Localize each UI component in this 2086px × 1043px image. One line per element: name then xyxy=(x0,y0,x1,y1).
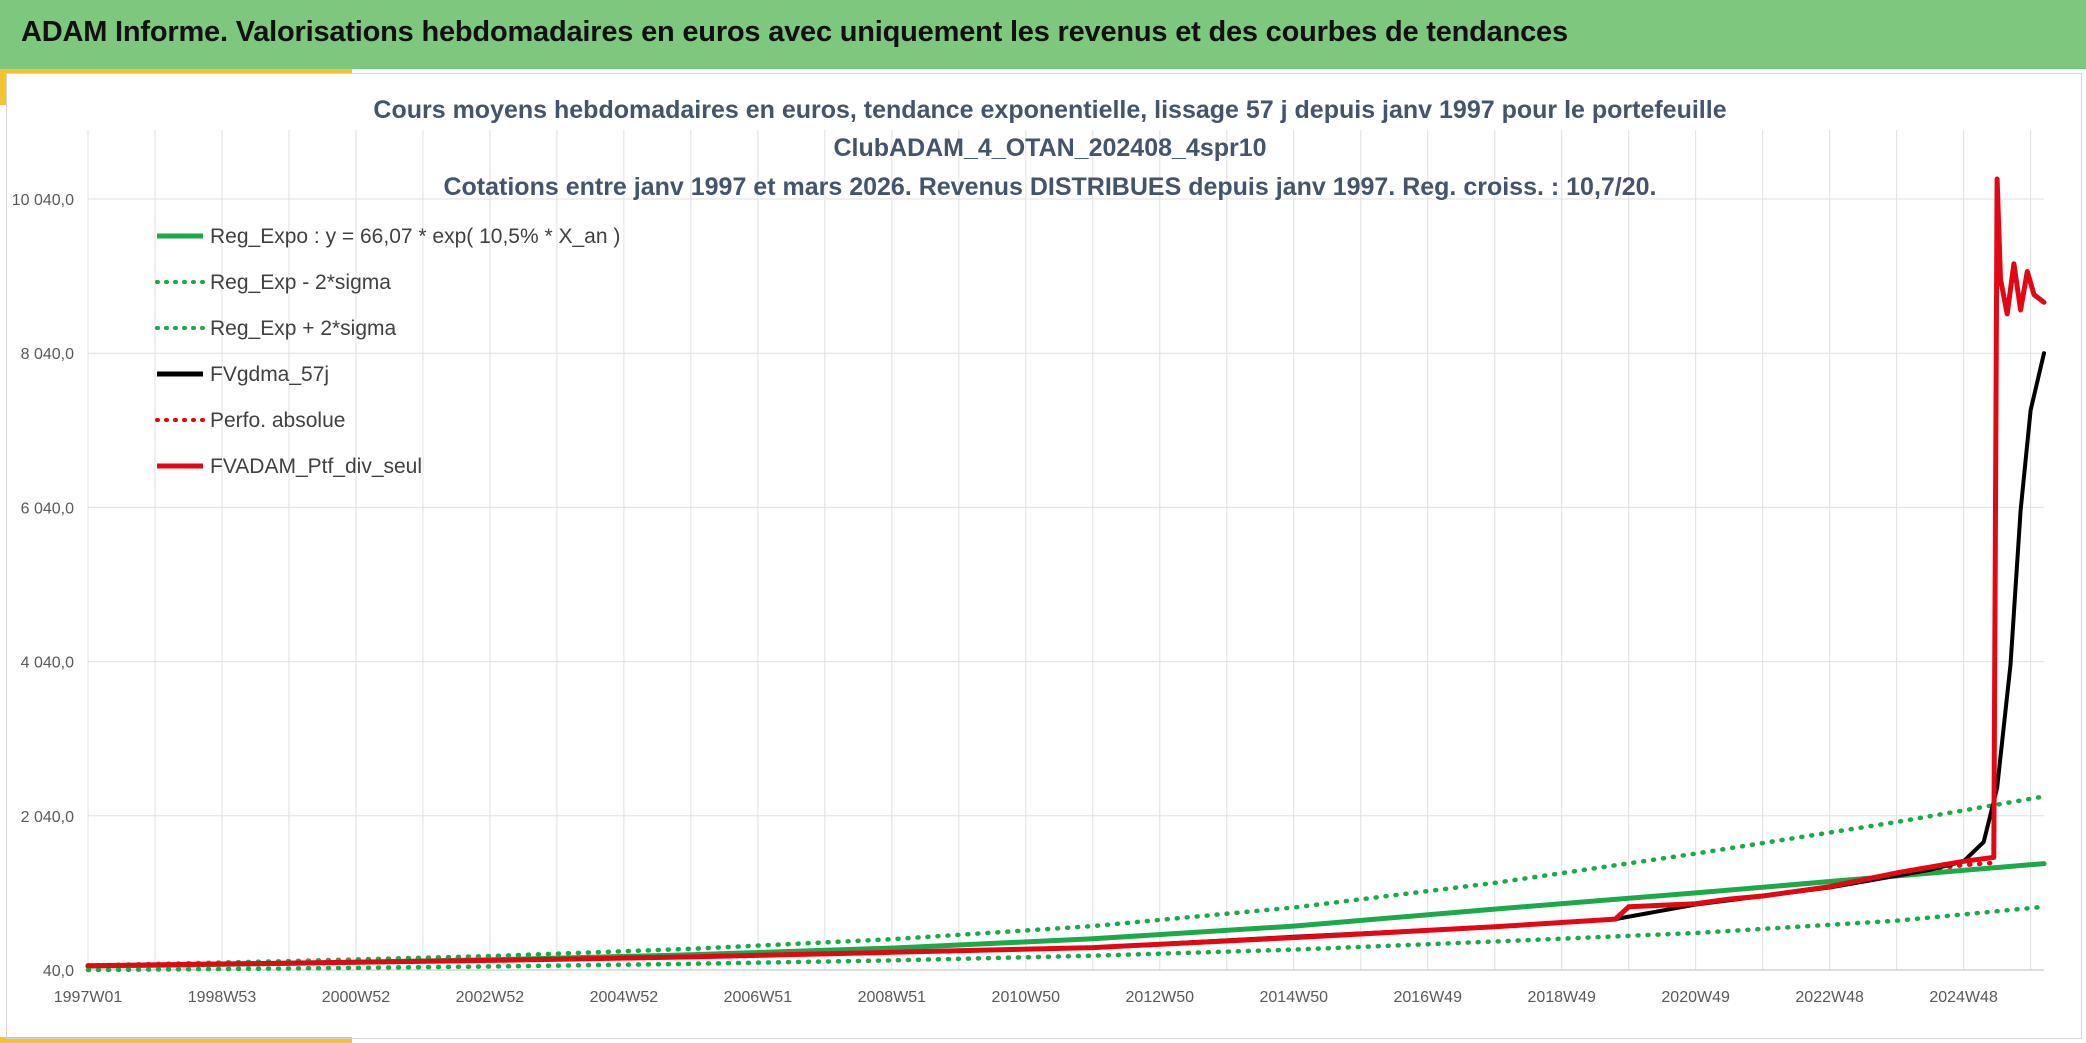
chart-title: Cours moyens hebdomadaires en euros, ten… xyxy=(373,96,1726,201)
x-tick-label: 2008W51 xyxy=(858,989,927,1006)
chart-grid xyxy=(87,130,2044,971)
x-tick-label: 2018W49 xyxy=(1527,989,1596,1006)
page-title: ADAM Informe. Valorisations hebdomadaire… xyxy=(21,16,1568,48)
x-tick-label: 2016W49 xyxy=(1393,989,1462,1006)
x-tick-label: 1998W53 xyxy=(188,989,257,1006)
x-tick-label: 2020W49 xyxy=(1661,989,1730,1006)
x-tick-label: 1997W01 xyxy=(54,989,123,1006)
y-axis-ticks: 40,0 2 040,0 4 040,0 6 040,0 8 040,0 10 040,0 xyxy=(12,192,74,980)
chart-title-line-2: ClubADAM_4_OTAN_202408_4spr10 xyxy=(833,134,1266,162)
series-line-5 xyxy=(85,176,2047,969)
legend-label-5: FVADAM_Ptf_div_seul xyxy=(210,455,422,478)
chart-legend: Reg_Expo : y = 66,07 * exp( 10,5% * X_an… xyxy=(155,225,620,478)
x-tick-label: 2024W48 xyxy=(1929,989,1998,1006)
x-tick-label: 2004W52 xyxy=(590,989,659,1006)
x-tick-label: 2000W52 xyxy=(322,989,391,1006)
x-tick-label: 2006W51 xyxy=(724,989,793,1006)
y-tick-label: 8 040,0 xyxy=(21,346,74,363)
legend-label-0: Reg_Expo : y = 66,07 * exp( 10,5% * X_an… xyxy=(210,225,620,248)
legend-label-3: FVgdma_57j xyxy=(210,363,329,386)
series-line-2 xyxy=(85,794,2047,968)
x-tick-label: 2010W50 xyxy=(992,989,1061,1006)
y-tick-label: 40,0 xyxy=(43,963,74,980)
x-tick-label: 2002W52 xyxy=(456,989,525,1006)
legend-label-2: Reg_Exp + 2*sigma xyxy=(210,317,397,340)
y-tick-label: 10 040,0 xyxy=(12,192,74,209)
legend-label-1: Reg_Exp - 2*sigma xyxy=(210,271,391,294)
y-tick-label: 4 040,0 xyxy=(21,655,74,672)
accent-bar-top-left xyxy=(0,69,352,73)
x-tick-label: 2012W50 xyxy=(1126,989,1195,1006)
x-tick-label: 2014W50 xyxy=(1260,989,1329,1006)
x-axis-ticks: 1997W01 1998W53 2000W52 2002W52 2004W52 2006W… xyxy=(54,989,1998,1006)
header-bar: ADAM Informe. Valorisations hebdomadaire… xyxy=(0,0,2086,69)
chart-title-line-3: Cotations entre janv 1997 et mars 2026. … xyxy=(443,173,1656,201)
accent-bar-left xyxy=(0,69,6,105)
accent-bar-bottom-left xyxy=(0,1037,352,1043)
y-tick-label: 6 040,0 xyxy=(21,500,74,517)
chart-title-line-1: Cours moyens hebdomadaires en euros, ten… xyxy=(373,96,1726,124)
chart-series xyxy=(85,176,2047,973)
legend-label-4: Perfo. absolue xyxy=(210,409,345,432)
chart-frame xyxy=(6,73,2082,1039)
y-tick-label: 2 040,0 xyxy=(21,809,74,826)
series-line-3 xyxy=(86,351,2046,968)
x-tick-label: 2022W48 xyxy=(1795,989,1864,1006)
